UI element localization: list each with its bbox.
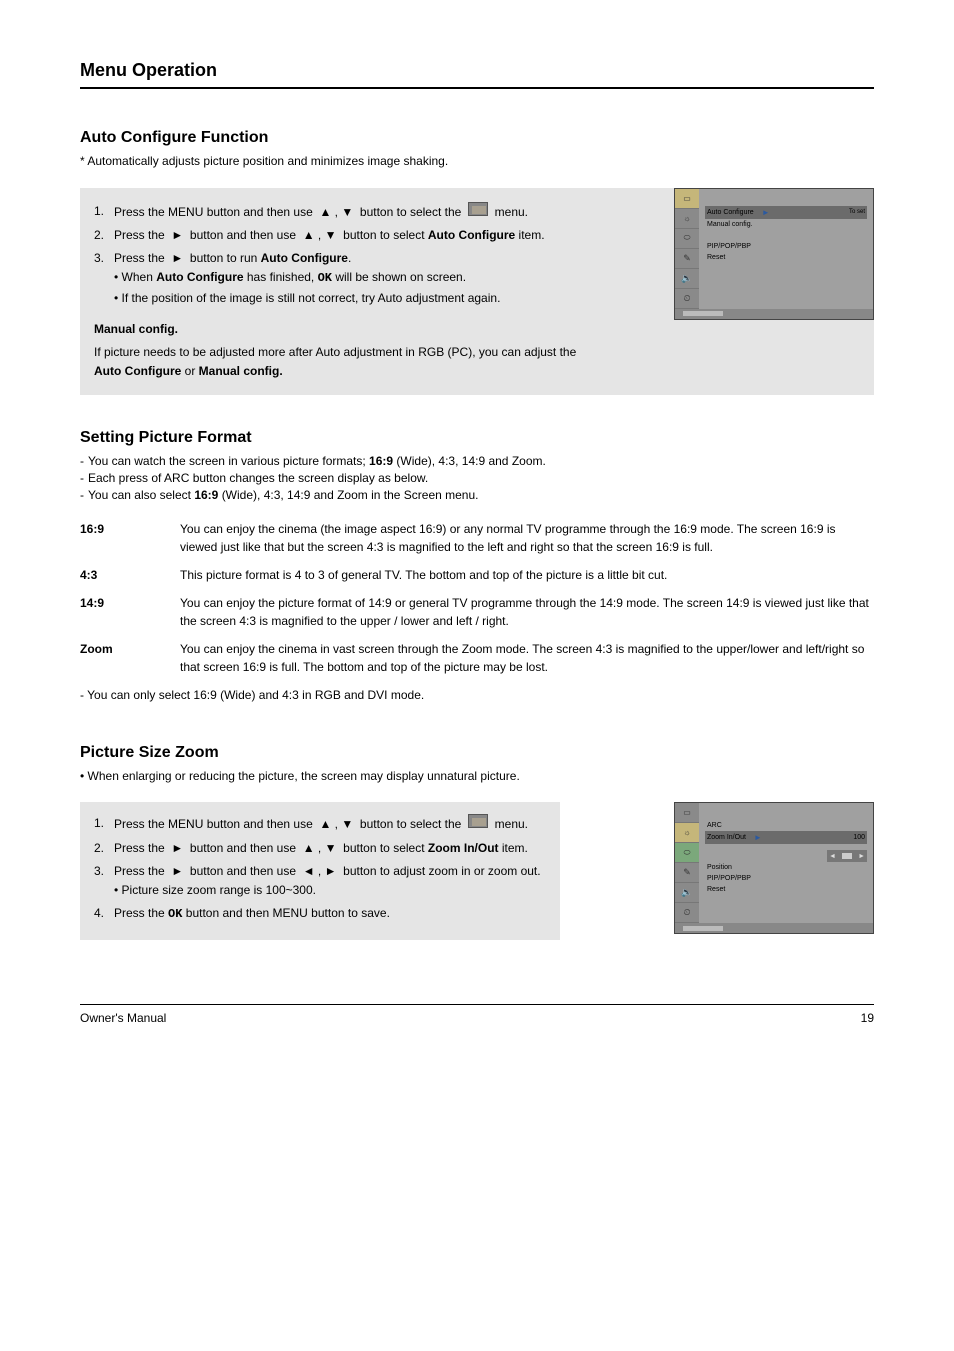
right-icon [171, 228, 183, 242]
menu-icon-speaker [675, 269, 699, 289]
menu-item-reset: Reset [705, 252, 867, 263]
zoom-menu-preview: ARC Zoom In/Out 100 Positio [674, 802, 874, 934]
format-def-4-3: 4:3 This picture format is 4 to 3 of gen… [80, 566, 874, 584]
menu-item-reset: Reset [705, 884, 867, 895]
up-icon [303, 228, 315, 242]
zoom-title: Picture Size Zoom [80, 744, 874, 762]
menu-icon-clock [675, 289, 699, 309]
zoom-bullet: • When enlarging or reducing the picture… [80, 768, 874, 785]
down-icon [341, 817, 353, 831]
left-icon [303, 864, 315, 878]
format-def-14-9: 14:9 You can enjoy the picture format of… [80, 594, 874, 630]
format-def-16-9: 16:9 You can enjoy the cinema (the image… [80, 520, 874, 556]
menu-icon-sun [675, 823, 699, 843]
menu-item-pip: PIP/POP/PBP [705, 241, 867, 252]
menu-title [705, 193, 867, 202]
menu-icon-oval [675, 843, 699, 863]
zoom-steps: 1.Press the MENU button and then use , b… [80, 802, 560, 940]
auto-configure-note: If picture needs to be adjusted more aft… [94, 343, 860, 381]
menu-icon-artist [675, 249, 699, 269]
right-icon [171, 864, 183, 878]
header-rule [80, 87, 874, 89]
manual-config-label: Manual config. [94, 322, 178, 336]
page-footer: Owner's Manual 19 [80, 1004, 874, 1025]
menu-icon-artist [675, 863, 699, 883]
menu-item-position: Position [705, 862, 867, 873]
down-icon [325, 228, 337, 242]
menu-arrow-icon [762, 208, 770, 217]
screen-icon [468, 814, 488, 828]
menu-footer [675, 309, 873, 319]
menu-item-arc: ARC [705, 820, 867, 831]
picture-format-title: Setting Picture Format [80, 429, 874, 447]
menu-title [705, 807, 867, 816]
menu-item-manual-config: Manual config. [705, 219, 867, 230]
menu-icon-monitor [675, 189, 699, 209]
up-icon [303, 841, 315, 855]
slider-right-icon [858, 853, 865, 860]
slider-left-icon [829, 853, 836, 860]
menu-icon-monitor [675, 803, 699, 823]
owner-label: Owner's Manual [80, 1011, 166, 1025]
menu-icon-oval [675, 229, 699, 249]
format-def-zoom: Zoom You can enjoy the cinema in vast sc… [80, 640, 874, 676]
auto-configure-desc: * Automatically adjusts picture position… [80, 153, 874, 170]
section-title: Menu Operation [80, 60, 874, 81]
zoom-slider [827, 850, 867, 862]
menu-item-auto-configure: Auto Configure To set [705, 206, 867, 219]
menu-item-zoom-in-out: Zoom In/Out 100 [705, 831, 867, 844]
menu-icon-clock [675, 903, 699, 923]
auto-configure-title: Auto Configure Function [80, 129, 874, 147]
menu-icon-speaker [675, 883, 699, 903]
down-icon [341, 205, 353, 219]
up-icon [319, 817, 331, 831]
auto-configure-menu-preview: Auto Configure To set Manual config. PIP… [674, 188, 874, 320]
menu-footer [675, 923, 873, 933]
menu-arrow-icon [754, 833, 762, 842]
menu-item-pip: PIP/POP/PBP [705, 873, 867, 884]
picture-format-note: - You can only select 16:9 (Wide) and 4:… [80, 686, 874, 704]
down-icon [325, 841, 337, 855]
page-number: 19 [861, 1011, 874, 1025]
right-icon [325, 864, 337, 878]
menu-icon-sun [675, 209, 699, 229]
menu-item-blank [705, 230, 867, 241]
up-icon [319, 205, 331, 219]
picture-format-intro: -You can watch the screen in various pic… [80, 453, 874, 503]
right-icon [171, 841, 183, 855]
right-icon [171, 251, 183, 265]
screen-icon [468, 202, 488, 216]
